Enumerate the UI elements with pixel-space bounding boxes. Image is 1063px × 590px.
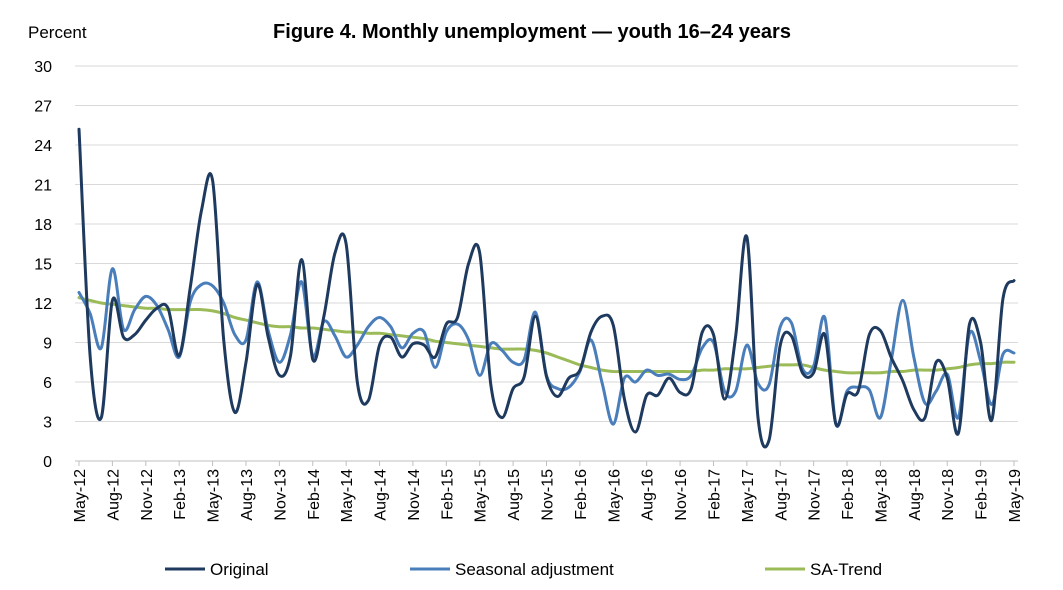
x-tick-label: May-12 [72,469,89,522]
x-tick-label: Feb-13 [172,469,189,520]
y-tick-label: 24 [34,138,52,155]
x-tick-label: Feb-16 [573,469,590,520]
x-tick-label: Feb-19 [974,469,991,520]
x-tick-label: May-16 [606,469,623,522]
x-tick-label: Nov-13 [272,469,289,521]
series-line-sa-trend [77,296,1016,375]
x-tick-label: Nov-15 [540,469,557,521]
x-tick-label: May-14 [339,469,356,522]
x-tick-label: Feb-17 [706,469,723,520]
x-tick-label: Feb-18 [840,469,857,520]
y-tick-labels: 0 3 6 9 12 15 18 21 24 27 30 [34,59,52,471]
gridlines [75,65,1018,462]
y-tick-label: 12 [34,296,52,313]
series-lines [77,127,1016,449]
y-tick-label: 27 [34,99,52,116]
x-tick-label: Aug-17 [773,469,790,521]
x-tick-label: May-13 [206,469,223,522]
legend-label-seasonal-adjustment: Seasonal adjustment [455,560,614,579]
x-tick-label: Aug-14 [373,469,390,521]
y-tick-label: 6 [43,375,52,392]
x-tick-label: Feb-14 [306,469,323,520]
chart-title: Figure 4. Monthly unemployment — youth 1… [273,21,791,43]
x-tick-label: Aug-15 [506,469,523,521]
x-tick-label: May-19 [1007,469,1024,522]
x-tick-label: Nov-18 [940,469,957,521]
y-tick-label: 15 [34,257,52,274]
legend: Original Seasonal adjustment SA-Trend [165,560,882,579]
y-tick-label: 21 [34,178,52,195]
y-tick-label: 3 [43,415,52,432]
x-tick-label: Aug-16 [640,469,657,521]
x-tick-label: Nov-14 [406,469,423,521]
x-tick-labels: May-12 Aug-12 Nov-12 Feb-13 May-13 Aug-13 Nov-… [72,461,1024,522]
x-tick-label: May-17 [740,469,757,522]
legend-label-original: Original [210,560,269,579]
x-tick-label: Feb-15 [439,469,456,520]
y-tick-label: 30 [34,59,52,76]
x-tick-label: Aug-18 [907,469,924,521]
x-tick-label: Aug-12 [105,469,122,521]
y-tick-label: 9 [43,336,52,353]
x-tick-label: Nov-12 [139,469,156,521]
x-tick-label: Nov-16 [673,469,690,521]
series-line-original [77,127,1016,449]
x-tick-label: Aug-13 [239,469,256,521]
x-tick-label: May-18 [873,469,890,522]
y-axis-label: Percent [28,23,87,42]
y-tick-label: 18 [34,217,52,234]
legend-label-sa-trend: SA-Trend [810,560,882,579]
x-tick-label: Nov-17 [807,469,824,521]
x-tick-label: May-15 [473,469,490,522]
y-tick-label: 0 [43,454,52,471]
